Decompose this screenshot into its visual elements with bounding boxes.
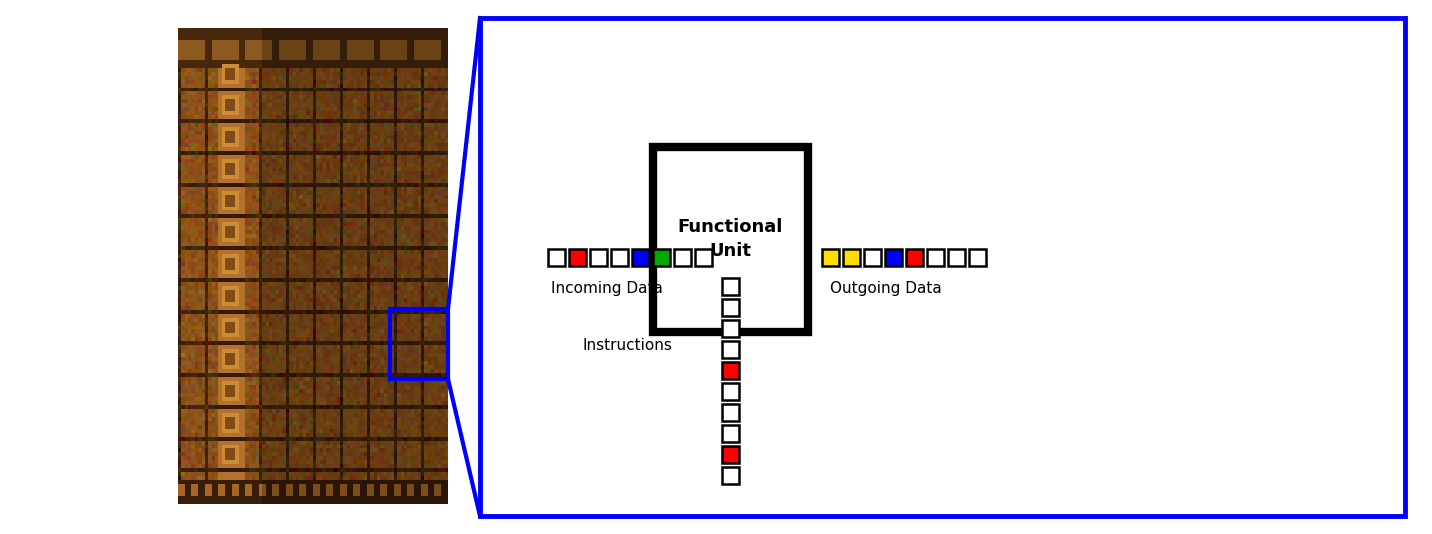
Text: Instructions: Instructions bbox=[583, 339, 672, 354]
Bar bbox=[969, 249, 987, 266]
Text: Incoming Data: Incoming Data bbox=[551, 280, 663, 295]
Bar bbox=[569, 249, 586, 266]
Bar bbox=[722, 467, 739, 484]
Bar bbox=[722, 446, 739, 463]
Bar bbox=[722, 320, 739, 337]
Bar bbox=[695, 249, 712, 266]
Bar bbox=[722, 299, 739, 316]
Text: Functional
Unit: Functional Unit bbox=[677, 217, 783, 261]
Bar bbox=[674, 249, 692, 266]
Bar bbox=[885, 249, 902, 266]
Bar bbox=[948, 249, 965, 266]
Bar bbox=[843, 249, 861, 266]
Bar bbox=[722, 425, 739, 442]
Bar bbox=[653, 249, 670, 266]
Bar bbox=[480, 18, 1405, 516]
Text: Outgoing Data: Outgoing Data bbox=[831, 280, 942, 295]
Bar bbox=[722, 362, 739, 379]
Bar bbox=[722, 383, 739, 400]
Bar bbox=[653, 146, 808, 332]
Bar bbox=[548, 249, 566, 266]
Bar bbox=[722, 278, 739, 295]
Bar bbox=[927, 249, 944, 266]
Bar bbox=[632, 249, 649, 266]
Bar bbox=[722, 404, 739, 421]
Bar bbox=[590, 249, 607, 266]
Bar bbox=[906, 249, 924, 266]
Bar bbox=[611, 249, 629, 266]
Bar bbox=[863, 249, 881, 266]
Bar bbox=[822, 249, 839, 266]
Bar bbox=[722, 341, 739, 358]
Bar bbox=[390, 309, 448, 379]
